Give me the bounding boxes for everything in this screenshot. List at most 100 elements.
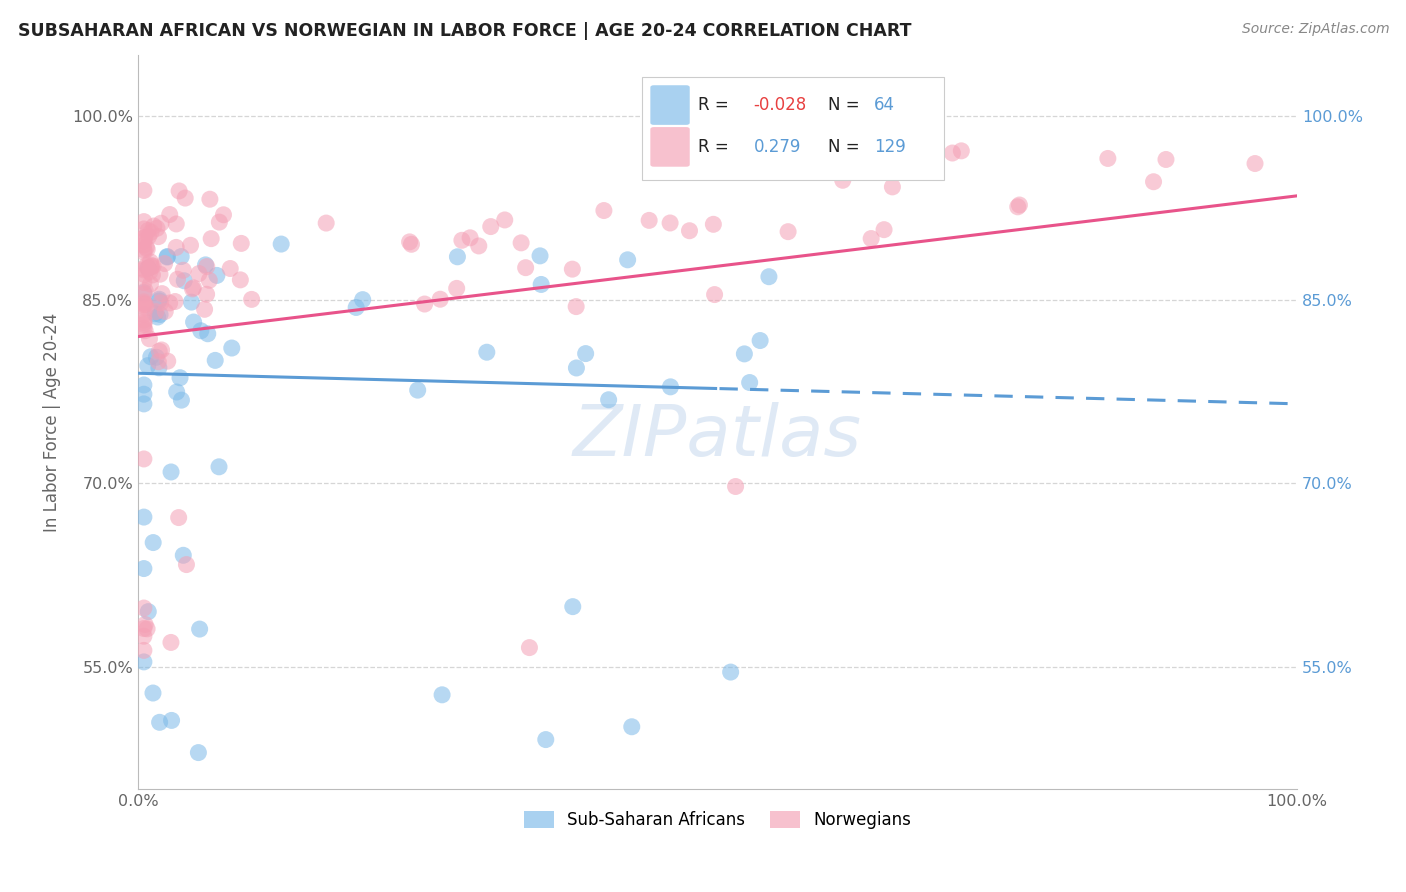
Point (950, 144, 973, 158)
Point (165, 294, 187, 309)
Point (145, 351, 167, 365)
Point (430, 688, 453, 702)
Point (136, 261, 159, 276)
Point (188, 267, 211, 281)
Point (132, 308, 155, 322)
Point (195, 287, 218, 301)
Point (638, 213, 661, 227)
Point (139, 350, 162, 364)
Point (183, 281, 205, 295)
Point (142, 259, 165, 273)
Point (219, 261, 242, 276)
Point (132, 510, 155, 524)
Point (166, 272, 188, 286)
Point (173, 274, 195, 288)
Point (200, 232, 222, 246)
Point (1244, 156, 1267, 170)
Point (429, 292, 451, 306)
Point (860, 231, 883, 245)
Point (132, 387, 155, 401)
Point (132, 238, 155, 252)
Point (156, 354, 179, 368)
Point (352, 293, 374, 307)
Point (575, 346, 598, 360)
Point (221, 341, 243, 355)
Point (159, 296, 181, 310)
Point (134, 617, 156, 632)
Text: R =: R = (697, 96, 734, 114)
Point (138, 229, 160, 244)
Point (146, 221, 169, 235)
Point (165, 240, 187, 254)
Point (231, 236, 253, 251)
Point (132, 452, 155, 467)
Point (758, 269, 780, 284)
Point (172, 263, 194, 277)
Point (170, 250, 193, 264)
Point (132, 285, 155, 300)
Point (194, 302, 217, 317)
Text: R =: R = (697, 138, 734, 156)
Point (132, 378, 155, 392)
Point (212, 208, 235, 222)
Point (139, 277, 162, 291)
Point (136, 242, 159, 256)
Point (143, 307, 166, 321)
Point (132, 234, 155, 248)
Point (659, 216, 682, 230)
Point (820, 155, 842, 169)
Point (142, 219, 165, 233)
Point (136, 261, 159, 276)
Point (148, 355, 170, 369)
Point (593, 203, 616, 218)
Point (139, 225, 162, 239)
Point (187, 746, 209, 760)
Point (132, 276, 155, 290)
Point (778, 225, 800, 239)
Point (1007, 200, 1029, 214)
Point (1142, 175, 1164, 189)
Point (149, 715, 172, 730)
Point (179, 238, 201, 252)
Point (401, 237, 423, 252)
Point (188, 622, 211, 636)
Point (135, 240, 157, 254)
Point (529, 249, 551, 263)
Point (132, 214, 155, 228)
Point (176, 558, 198, 572)
Point (136, 223, 159, 237)
Point (205, 268, 228, 283)
Point (534, 732, 557, 747)
Point (561, 262, 583, 277)
Point (1154, 153, 1177, 167)
FancyBboxPatch shape (651, 86, 690, 125)
Point (598, 392, 620, 407)
Point (132, 643, 155, 657)
Point (132, 601, 155, 615)
Point (132, 184, 155, 198)
Point (132, 655, 155, 669)
Point (720, 665, 742, 679)
Point (1008, 198, 1031, 212)
Point (733, 347, 755, 361)
Point (620, 720, 643, 734)
Point (149, 308, 172, 322)
Point (146, 310, 169, 324)
Point (702, 217, 724, 231)
Point (149, 267, 172, 281)
Point (190, 324, 212, 338)
Point (831, 173, 853, 187)
Point (132, 263, 155, 277)
Point (728, 153, 751, 167)
Point (561, 599, 583, 614)
Point (134, 268, 156, 282)
Text: -0.028: -0.028 (754, 96, 807, 114)
Point (530, 277, 553, 292)
Point (515, 260, 537, 275)
Point (132, 231, 155, 245)
Point (132, 294, 155, 309)
Text: ZIPatlas: ZIPatlas (574, 402, 862, 471)
Point (167, 184, 190, 198)
Point (150, 216, 173, 230)
Point (167, 510, 190, 524)
